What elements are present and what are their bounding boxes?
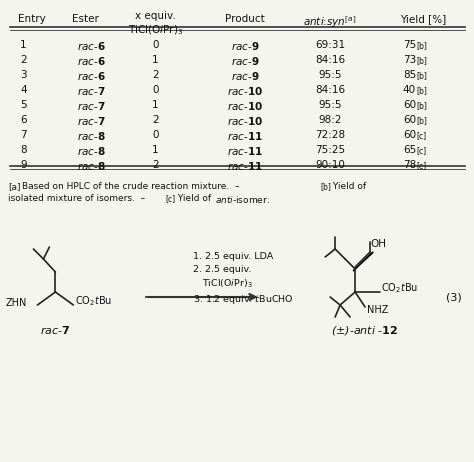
- Text: $rac$-$\mathbf{7}$: $rac$-$\mathbf{7}$: [77, 100, 106, 112]
- Text: 2: 2: [20, 55, 27, 65]
- Text: 1: 1: [20, 40, 27, 50]
- Text: $rac$-$\mathbf{9}$: $rac$-$\mathbf{9}$: [231, 70, 259, 82]
- Text: Product: Product: [225, 14, 265, 24]
- Text: $rac$-$\mathbf{8}$: $rac$-$\mathbf{8}$: [77, 160, 106, 172]
- Text: [b]: [b]: [416, 41, 427, 50]
- Text: 9: 9: [20, 160, 27, 170]
- Text: Yield of: Yield of: [175, 194, 214, 203]
- Text: Yield of: Yield of: [330, 182, 366, 191]
- Text: 85: 85: [403, 70, 416, 80]
- Text: $rac$-$\mathbf{8}$: $rac$-$\mathbf{8}$: [77, 145, 106, 157]
- Text: 75: 75: [403, 40, 416, 50]
- Text: $rac$-$\mathbf{11}$: $rac$-$\mathbf{11}$: [228, 160, 263, 172]
- Text: [b]: [b]: [416, 116, 427, 125]
- Text: [b]: [b]: [320, 182, 331, 191]
- Text: CO$_2t$Bu: CO$_2t$Bu: [381, 281, 418, 295]
- Text: $rac$-$\mathbf{10}$: $rac$-$\mathbf{10}$: [227, 115, 263, 127]
- Text: 60: 60: [403, 130, 416, 140]
- Text: 95:5: 95:5: [319, 100, 342, 110]
- Text: $rac$-$\mathbf{9}$: $rac$-$\mathbf{9}$: [231, 55, 259, 67]
- Text: $rac$-$\mathbf{8}$: $rac$-$\mathbf{8}$: [77, 130, 106, 142]
- Text: [c]: [c]: [165, 194, 175, 203]
- Text: [b]: [b]: [416, 86, 427, 95]
- Text: ZHN: ZHN: [6, 298, 27, 308]
- Text: 75:25: 75:25: [315, 145, 345, 155]
- Text: 0: 0: [152, 40, 158, 50]
- Text: Entry: Entry: [18, 14, 46, 24]
- Text: 8: 8: [20, 145, 27, 155]
- Text: $rac$-$\mathbf{7}$: $rac$-$\mathbf{7}$: [77, 115, 106, 127]
- Text: 1. 2.5 equiv. LDA: 1. 2.5 equiv. LDA: [193, 252, 273, 261]
- Text: [a]: [a]: [9, 182, 21, 191]
- Text: 84:16: 84:16: [315, 55, 345, 65]
- Text: $rac$-$\mathbf{7}$: $rac$-$\mathbf{7}$: [40, 324, 71, 336]
- Text: Based on HPLC of the crude reaction mixture.  –: Based on HPLC of the crude reaction mixt…: [22, 182, 246, 191]
- Text: 0: 0: [152, 130, 158, 140]
- Text: 98:2: 98:2: [319, 115, 342, 125]
- Text: [b]: [b]: [416, 101, 427, 110]
- Text: [c]: [c]: [416, 161, 426, 170]
- Text: 73: 73: [403, 55, 416, 65]
- Text: 40: 40: [403, 85, 416, 95]
- Text: 1: 1: [152, 145, 159, 155]
- Text: $rac$-$\mathbf{11}$: $rac$-$\mathbf{11}$: [228, 145, 263, 157]
- Text: 4: 4: [20, 85, 27, 95]
- Text: $rac$-$\mathbf{6}$: $rac$-$\mathbf{6}$: [77, 55, 106, 67]
- Text: $rac$-$\mathbf{6}$: $rac$-$\mathbf{6}$: [77, 70, 106, 82]
- Text: $rac$-$\mathbf{11}$: $rac$-$\mathbf{11}$: [228, 130, 263, 142]
- Text: 2. 2.5 equiv.: 2. 2.5 equiv.: [193, 265, 251, 274]
- Text: [b]: [b]: [416, 56, 427, 65]
- Text: $anti$-isomer.: $anti$-isomer.: [215, 194, 270, 205]
- Text: [b]: [b]: [416, 71, 427, 80]
- Text: $rac$-$\mathbf{9}$: $rac$-$\mathbf{9}$: [231, 40, 259, 52]
- Text: TiCl(O$i$Pr)$_3$: TiCl(O$i$Pr)$_3$: [193, 277, 253, 290]
- Text: isolated mixture of isomers.  –: isolated mixture of isomers. –: [9, 194, 151, 203]
- Text: $anti$:$syn^{[a]}$: $anti$:$syn^{[a]}$: [303, 14, 357, 30]
- Text: 2: 2: [152, 160, 159, 170]
- Text: 84:16: 84:16: [315, 85, 345, 95]
- Text: Yield [%]: Yield [%]: [400, 14, 446, 24]
- Text: 69:31: 69:31: [315, 40, 345, 50]
- Text: 65: 65: [403, 145, 416, 155]
- Text: 5: 5: [20, 100, 27, 110]
- Text: [c]: [c]: [416, 131, 426, 140]
- Text: 1: 1: [152, 100, 159, 110]
- Text: 1: 1: [152, 55, 159, 65]
- Text: x equiv.
TiCl(O$i$Pr)$_3$: x equiv. TiCl(O$i$Pr)$_3$: [128, 11, 183, 36]
- Text: 2: 2: [152, 70, 159, 80]
- Text: $rac$-$\mathbf{10}$: $rac$-$\mathbf{10}$: [227, 85, 263, 97]
- Text: [c]: [c]: [416, 146, 426, 155]
- Text: 95:5: 95:5: [319, 70, 342, 80]
- Text: 7: 7: [20, 130, 27, 140]
- Polygon shape: [353, 252, 373, 271]
- Text: 6: 6: [20, 115, 27, 125]
- Text: Ester: Ester: [73, 14, 99, 24]
- Text: NHZ: NHZ: [367, 305, 389, 315]
- Text: 3: 3: [20, 70, 27, 80]
- Text: $rac$-$\mathbf{6}$: $rac$-$\mathbf{6}$: [77, 40, 106, 52]
- Text: CO$_2t$Bu: CO$_2t$Bu: [75, 294, 112, 308]
- Text: $rac$-$\mathbf{10}$: $rac$-$\mathbf{10}$: [227, 100, 263, 112]
- Text: 0: 0: [152, 85, 158, 95]
- Text: 60: 60: [403, 100, 416, 110]
- Text: (3): (3): [446, 292, 462, 302]
- Text: ($\pm$)-$anti$ -$\mathbf{12}$: ($\pm$)-$anti$ -$\mathbf{12}$: [331, 324, 399, 337]
- Text: OH: OH: [370, 239, 386, 249]
- Text: 60: 60: [403, 115, 416, 125]
- Text: $rac$-$\mathbf{7}$: $rac$-$\mathbf{7}$: [77, 85, 106, 97]
- Text: 2: 2: [152, 115, 159, 125]
- Text: 90:10: 90:10: [315, 160, 345, 170]
- Text: 72:28: 72:28: [315, 130, 345, 140]
- Text: 78: 78: [403, 160, 416, 170]
- Text: 3. 1.2 equiv. $t$BuCHO: 3. 1.2 equiv. $t$BuCHO: [193, 293, 293, 306]
